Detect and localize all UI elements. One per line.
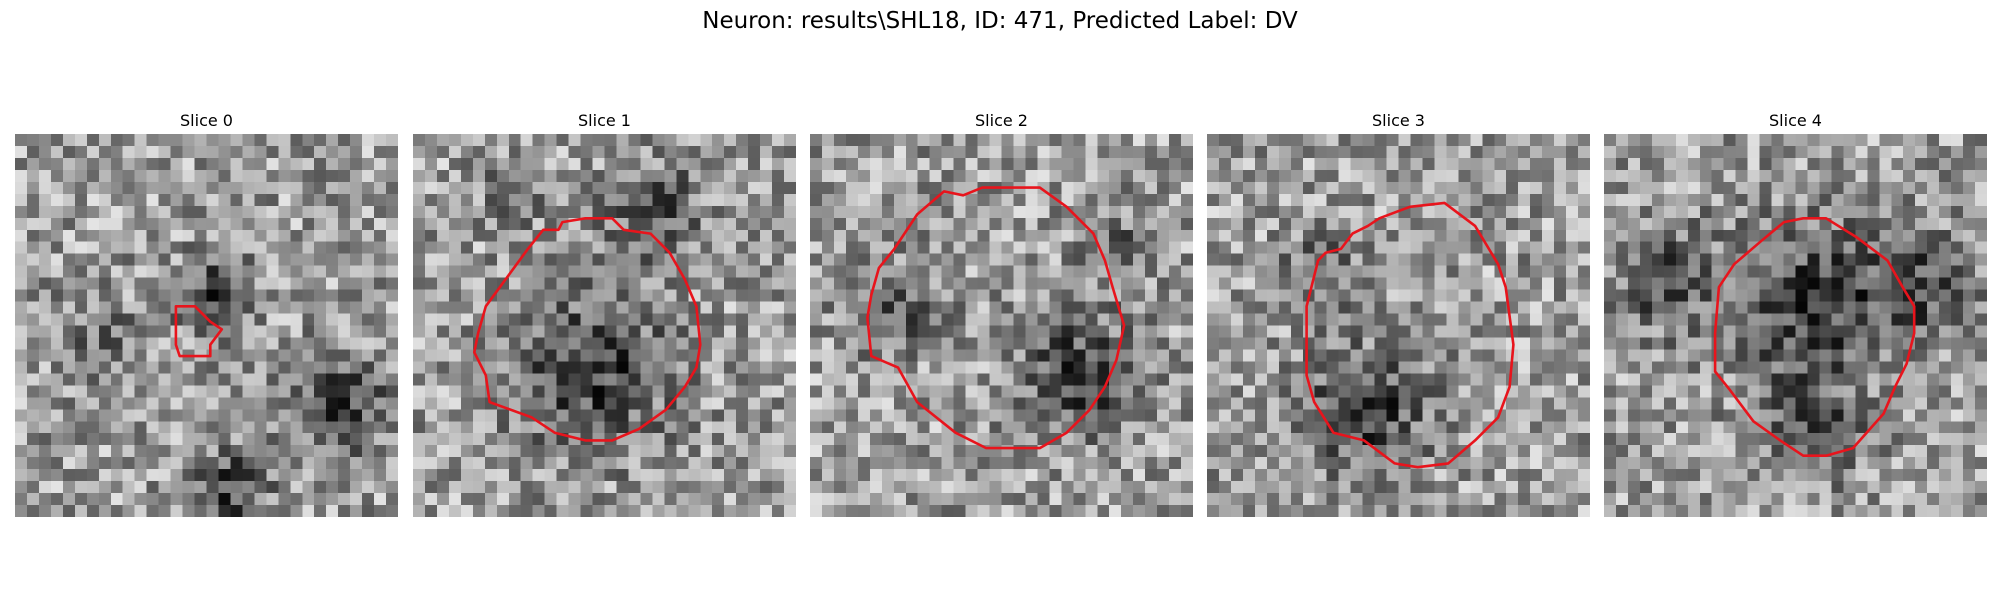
segmentation-contour xyxy=(472,217,702,442)
segmentation-contour xyxy=(1305,201,1515,469)
slice-panel-1: Slice 1 xyxy=(413,110,796,517)
segmentation-contour xyxy=(866,186,1126,450)
slice-title: Slice 0 xyxy=(180,111,233,130)
slice-panel-4: Slice 4 xyxy=(1604,110,1987,517)
slice-image xyxy=(1604,134,1987,517)
slice-panel-2: Slice 2 xyxy=(810,110,1193,517)
slice-image xyxy=(15,134,398,517)
slice-title: Slice 2 xyxy=(975,111,1028,130)
slice-panel-3: Slice 3 xyxy=(1207,110,1590,517)
figure-title: Neuron: results\SHL18, ID: 471, Predicte… xyxy=(702,8,1298,34)
slice-title: Slice 1 xyxy=(578,111,631,130)
slice-image xyxy=(1207,134,1590,517)
slice-image xyxy=(810,134,1193,517)
slice-title: Slice 4 xyxy=(1769,111,1822,130)
segmentation-contour xyxy=(174,305,224,358)
slice-image xyxy=(413,134,796,517)
slice-title: Slice 3 xyxy=(1372,111,1425,130)
slice-panel-0: Slice 0 xyxy=(15,110,398,517)
segmentation-contour xyxy=(1713,217,1916,458)
